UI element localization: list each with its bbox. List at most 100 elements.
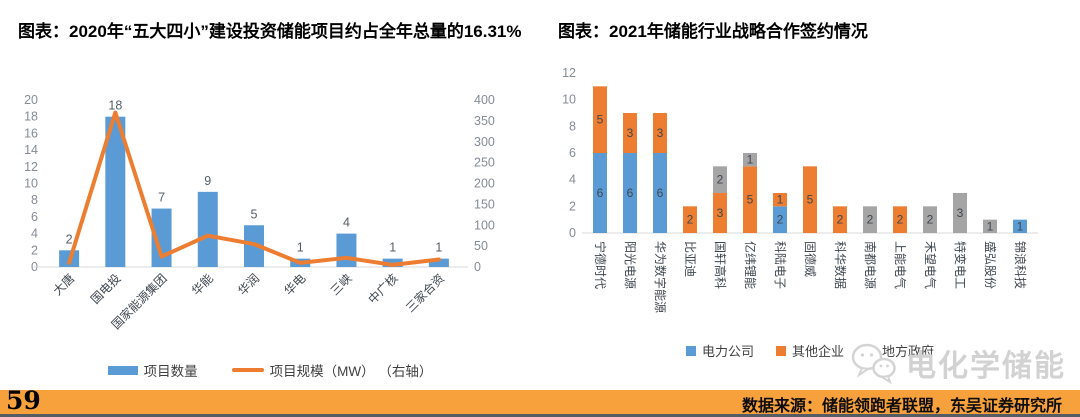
left-axis-tick: 16 — [24, 126, 38, 140]
left-combo-chart: 0246810121416182005010015020025030035040… — [24, 93, 495, 332]
right-axis-tick: 50 — [474, 239, 488, 253]
category-label: 阳光电源 — [623, 241, 637, 289]
category-label: 国电投 — [87, 271, 123, 307]
right-axis-tick: 200 — [474, 177, 495, 191]
segment-value-label: 2 — [687, 213, 694, 227]
legend-label: 电力公司 — [701, 344, 754, 359]
stack-segment — [773, 206, 787, 233]
stack-segment — [893, 206, 907, 233]
legend-label: 项目规模（MW） （右轴） — [269, 364, 433, 379]
stack-segment — [1013, 219, 1027, 233]
left-axis-tick: 10 — [24, 177, 38, 191]
y-axis-tick: 0 — [569, 226, 576, 240]
segment-value-label: 3 — [717, 206, 724, 220]
stack-segment — [623, 153, 637, 233]
segment-value-label: 2 — [897, 213, 904, 227]
category-label: 三家合资 — [402, 271, 447, 316]
bar-value-label: 1 — [435, 241, 442, 255]
segment-value-label: 6 — [627, 186, 634, 200]
segment-value-label: 1 — [747, 153, 754, 167]
right-stacked-chart: 02468101265宁德时代63阳光电源63华为数字能源2比亚迪32国轩高科5… — [562, 66, 1038, 313]
stack-segment — [743, 153, 757, 167]
legend-item-other-company: 其他企业 — [775, 341, 844, 360]
stack-segment — [653, 153, 667, 233]
left-axis-tick: 6 — [31, 210, 38, 224]
segment-value-label: 3 — [957, 206, 964, 220]
left-axis-tick: 8 — [31, 193, 38, 207]
left-axis-tick: 14 — [24, 143, 38, 157]
segment-value-label: 1 — [987, 219, 994, 233]
right-axis-tick: 300 — [474, 135, 495, 149]
category-label: 国轩高科 — [713, 241, 728, 289]
right-axis-tick: 350 — [474, 114, 495, 128]
segment-value-label: 2 — [927, 213, 934, 227]
stack-segment — [653, 113, 667, 153]
legend-label: 项目数量 — [143, 364, 198, 379]
category-label: 锦浪科技 — [1013, 241, 1028, 289]
bar-value-label: 5 — [251, 207, 258, 221]
category-label: 亿纬锂能 — [743, 241, 758, 289]
category-label: 比亚迪 — [683, 241, 697, 277]
bar-value-label: 2 — [66, 232, 73, 246]
category-label: 南都电源 — [863, 241, 878, 289]
y-axis-tick: 2 — [569, 199, 576, 213]
legend-label: 地方政府 — [882, 344, 935, 359]
category-label: 盛弘股份 — [983, 241, 998, 289]
bar-value-label: 18 — [108, 99, 122, 113]
category-label: 中广核 — [365, 271, 401, 307]
segment-value-label: 6 — [657, 186, 664, 200]
segment-value-label: 2 — [717, 173, 724, 187]
y-axis-tick: 6 — [569, 146, 576, 160]
category-label: 科陆电子 — [773, 241, 788, 289]
category-label: 大唐 — [50, 271, 78, 299]
footer-bar: 59 数据来源：储能领跑者联盟，东吴证券研究所 — [0, 386, 1080, 417]
line-series-swatch — [231, 368, 264, 372]
segment-value-label: 1 — [777, 193, 784, 207]
y-axis-tick: 12 — [562, 66, 576, 80]
bar-series-swatch — [107, 365, 138, 375]
stack-segment — [593, 86, 607, 153]
category-label: 上能电气 — [893, 241, 908, 289]
stack-segment — [593, 153, 607, 233]
stack-segment — [953, 193, 967, 233]
category-label: 特变电工 — [953, 241, 968, 289]
left-axis-tick: 20 — [24, 93, 38, 107]
left-axis-tick: 12 — [24, 160, 38, 174]
y-axis-tick: 10 — [562, 93, 576, 107]
category-label: 科华数据 — [833, 241, 848, 289]
stack-segment — [803, 166, 817, 233]
right-axis-tick: 400 — [474, 93, 495, 107]
bar — [105, 116, 126, 267]
left-axis-tick: 2 — [31, 243, 38, 257]
bar — [428, 258, 449, 267]
left-chart-panel: 图表：2020年“五大四小”建设投资储能项目约占全年总量的16.31% 0 2 4 6… — [0, 0, 540, 390]
bar-value-label: 4 — [343, 216, 350, 230]
left-chart-title: 图表：2020年“五大四小”建设投资储能项目约占全年总量的16.31% — [18, 22, 522, 41]
segment-value-label: 2 — [777, 213, 784, 227]
category-label: 华电 — [281, 271, 308, 298]
bar-value-label: 1 — [389, 241, 396, 255]
power-company-swatch — [685, 345, 696, 356]
stack-segment — [773, 193, 787, 207]
category-label: 华为数字能源 — [653, 241, 668, 313]
segment-value-label: 5 — [747, 193, 754, 207]
segment-value-label: 5 — [597, 113, 604, 127]
stack-segment — [743, 166, 757, 233]
local-government-swatch — [866, 345, 876, 356]
segment-value-label: 3 — [657, 126, 664, 140]
right-chart-title: 图表：2021年储能行业战略合作签约情况 — [558, 22, 868, 41]
legend-item-power-company: 电力公司 — [685, 341, 754, 360]
segment-value-label: 6 — [597, 186, 604, 200]
stack-segment — [623, 113, 637, 153]
page-number: 59 — [6, 386, 41, 415]
category-label: 三峡 — [328, 271, 355, 298]
right-chart-legend: 电力公司 其他企业 地方政府 — [540, 341, 1080, 360]
right-axis-tick: 150 — [474, 197, 495, 211]
stack-segment — [983, 219, 997, 233]
legend-label: 其他企业 — [791, 344, 844, 359]
legend-item-project-scale: 项目规模（MW） （右轴） — [231, 360, 433, 380]
bar-value-label: 1 — [297, 241, 304, 255]
y-axis-tick: 4 — [569, 173, 576, 187]
segment-value-label: 2 — [867, 213, 874, 227]
